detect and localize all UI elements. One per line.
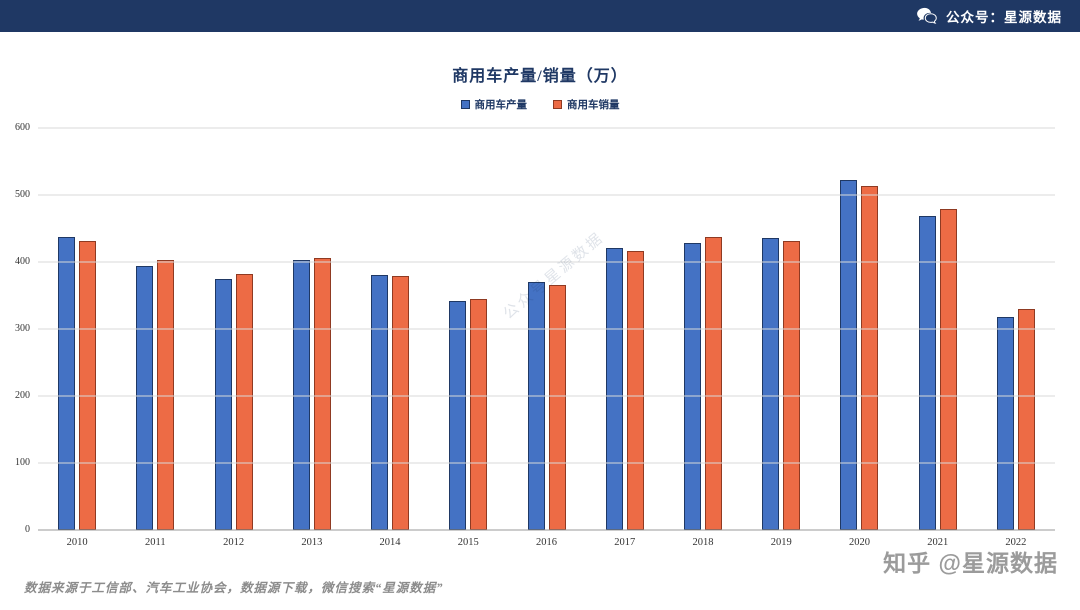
y-tick-label: 500 [15,189,30,200]
legend-label: 商用车销量 [567,100,620,111]
x-tick-label: 2015 [457,537,479,548]
legend: 商用车产量 商用车销量 [0,97,1080,112]
gridline [38,194,1055,196]
bar-商用车销量-2016 [548,285,566,530]
gridline [38,127,1055,129]
bar-group-2016 [507,128,585,530]
bar-商用车产量-2021 [918,216,936,530]
legend-item: 商用车销量 [553,97,620,112]
y-tick-label: 300 [15,323,30,334]
bar-商用车销量-2012 [235,274,253,530]
x-tick-label: 2021 [927,537,949,548]
x-tick-label: 2017 [614,537,636,548]
bar-group-2020 [820,128,898,530]
bar-商用车销量-2018 [704,237,722,530]
x-tick-label: 2013 [301,537,323,548]
bar-group-2011 [116,128,194,530]
bar-商用车销量-2010 [79,241,97,530]
x-labels: 2010 2011 2012 2013 2014 2015 2016 2017 2018 2019… [38,530,1055,548]
x-tick-label: 2010 [66,537,88,548]
x-tick-label: 2016 [536,537,558,548]
bar-商用车产量-2018 [683,243,701,530]
zhihu-watermark: 知乎 @星源数据 [883,550,1058,576]
x-tick-label: 2020 [848,537,870,548]
bar-group-2015 [429,128,507,530]
x-tick-label: 2014 [379,537,401,548]
chat-bubbles-icon [916,7,938,25]
y-tick-label: 100 [15,457,30,469]
bar-group-2012 [194,128,272,530]
bar-group-2017 [586,128,664,530]
legend-item: 商用车产量 [460,97,528,112]
y-tick-label: 600 [15,122,30,133]
gridline [38,261,1055,263]
plot-area: 2010 2011 2012 2013 2014 2015 2016 2017 2018 2019… [15,123,1055,548]
bar-groups [38,128,1055,530]
top-banner: 公众号：星源数据 [0,0,1080,32]
bar-商用车销量-2017 [626,251,644,530]
bar-group-2013 [273,128,351,530]
bar-商用车产量-2011 [136,266,154,530]
bar-商用车销量-2013 [313,257,331,530]
x-tick-label: 2018 [692,537,714,548]
legend-swatch [460,100,470,109]
bar-商用车销量-2019 [783,240,801,530]
y-tick-label: 200 [15,390,30,402]
x-tick-label: 2022 [1005,537,1027,548]
bar-商用车销量-2015 [470,298,488,530]
bar-商用车产量-2014 [371,275,389,530]
bar-商用车产量-2010 [58,236,76,530]
bar-group-2010 [38,128,116,530]
bar-group-2021 [899,128,977,530]
bar-商用车产量-2012 [214,278,232,530]
y-tick-label: 0 [25,524,30,535]
bar-group-2022 [977,128,1055,530]
bar-商用车产量-2019 [762,237,780,530]
gridline [38,328,1055,330]
bar-商用车销量-2021 [939,209,957,530]
bar-group-2014 [351,128,429,530]
bar-商用车销量-2014 [392,276,410,530]
bar-商用车产量-2016 [527,282,545,530]
bar-商用车销量-2022 [1017,308,1035,530]
gridline [38,462,1055,464]
bar-商用车产量-2017 [605,247,623,530]
bar-商用车产量-2022 [996,316,1014,530]
bar-商用车产量-2015 [449,300,467,530]
legend-label: 商用车产量 [474,100,528,111]
x-tick-label: 2019 [770,537,792,548]
bar-商用车销量-2020 [861,186,879,530]
gridline [38,529,1055,531]
gridline [38,395,1055,397]
x-tick-label: 2011 [145,537,166,548]
chart-title: 商用车产量/销量（万） [452,68,628,85]
bar-商用车产量-2020 [840,179,858,530]
bar-group-2018 [664,128,742,530]
x-tick-label: 2012 [223,537,245,548]
legend-swatch [553,100,562,109]
source-note: 数据来源于工信部、汽车工业协会，数据源下载，微信搜索“星源数据” [24,581,444,595]
y-tick-label: 400 [15,256,30,268]
bar-group-2019 [742,128,820,530]
banner-label: 公众号：星源数据 [946,10,1062,25]
